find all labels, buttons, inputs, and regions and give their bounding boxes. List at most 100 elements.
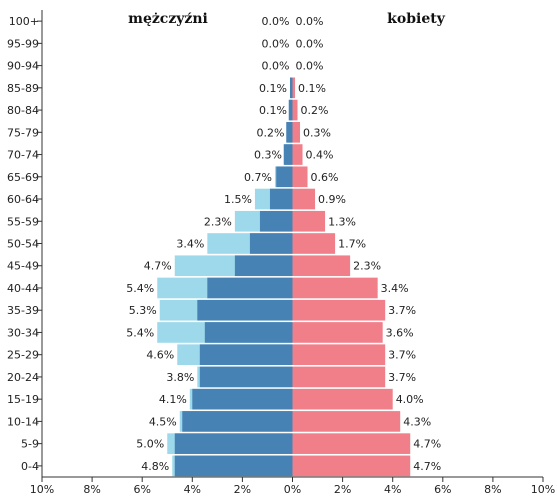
age-label-3: 85-89 (7, 82, 39, 95)
bar-left-s0-15 (199, 344, 293, 366)
value-label-men-14: 5.4% (126, 326, 154, 339)
x-tick-label-1: 8% (83, 483, 100, 496)
value-label-women-19: 4.7% (413, 438, 441, 451)
value-label-men-1: 0.0% (262, 37, 290, 50)
value-label-men-5: 0.2% (257, 126, 285, 139)
value-label-women-3: 0.1% (298, 82, 326, 95)
value-label-women-14: 3.6% (386, 326, 414, 339)
value-label-women-6: 0.4% (306, 149, 334, 162)
value-label-men-7: 0.7% (244, 171, 272, 184)
bars-layer (157, 77, 411, 477)
value-label-men-9: 2.3% (204, 215, 232, 228)
value-label-men-19: 5.0% (136, 438, 164, 451)
value-label-women-20: 4.7% (413, 460, 441, 473)
age-label-16: 20-24 (7, 371, 39, 384)
header-men: mężczyźni (128, 11, 208, 27)
value-label-men-10: 3.4% (176, 238, 204, 251)
value-label-women-2: 0.0% (296, 60, 324, 73)
age-label-17: 15-19 (7, 393, 39, 406)
age-label-9: 55-59 (7, 215, 39, 228)
age-label-19: 5-9 (21, 438, 39, 451)
age-label-18: 10-14 (7, 415, 39, 428)
value-label-women-1: 0.0% (296, 37, 324, 50)
value-label-men-18: 4.5% (149, 415, 177, 428)
value-label-men-0: 0.0% (262, 15, 290, 28)
value-label-men-20: 4.8% (141, 460, 169, 473)
bar-right-s2-18 (292, 411, 401, 432)
x-tick-label-4: 2% (234, 483, 251, 496)
bar-right-s2-8 (292, 188, 316, 210)
value-label-men-8: 1.5% (224, 193, 252, 206)
bar-left-s0-20 (174, 455, 293, 477)
bar-right-s2-14 (292, 322, 383, 343)
bar-left-s0-9 (259, 210, 293, 232)
value-label-women-12: 3.4% (381, 282, 409, 295)
bar-left-s0-8 (269, 188, 293, 210)
value-label-women-4: 0.2% (301, 104, 329, 117)
bar-left-s0-7 (276, 166, 293, 188)
value-label-men-17: 4.1% (159, 393, 187, 406)
age-label-0: 100+ (9, 15, 39, 28)
value-label-women-13: 3.7% (388, 304, 416, 317)
value-label-men-3: 0.1% (259, 82, 287, 95)
bar-left-s0-12 (207, 277, 293, 299)
bar-left-s0-10 (249, 233, 293, 254)
bar-left-s0-3 (289, 77, 293, 99)
value-label-men-2: 0.0% (262, 60, 290, 73)
bar-right-s2-11 (292, 255, 351, 277)
x-tick-label-0: 10% (30, 483, 54, 496)
value-label-women-10: 1.7% (338, 238, 366, 251)
header-women: kobiety (387, 11, 446, 27)
age-label-4: 80-84 (7, 104, 39, 117)
value-label-men-12: 5.4% (126, 282, 154, 295)
age-label-12: 40-44 (7, 282, 39, 295)
bar-right-s2-9 (292, 210, 326, 232)
value-label-women-9: 1.3% (328, 215, 356, 228)
age-label-2: 90-94 (7, 60, 39, 73)
x-tick-label-7: 4% (384, 483, 401, 496)
age-label-13: 35-39 (7, 304, 39, 317)
age-label-6: 70-74 (7, 149, 39, 162)
bar-left-s0-5 (286, 121, 293, 143)
value-label-men-6: 0.3% (254, 149, 282, 162)
bar-left-s0-11 (234, 255, 293, 277)
age-label-14: 30-34 (7, 326, 39, 339)
bar-right-s2-20 (292, 455, 411, 477)
labels-layer: 0.0% 0.0% 0.0% 0.0% 0.0% 0.0% 0.1% 0.1% 0.1% 0.2%… (126, 15, 441, 473)
bar-right-s2-6 (292, 144, 303, 165)
age-label-1: 95-99 (7, 37, 39, 50)
bar-right-s2-17 (292, 388, 393, 410)
value-label-women-7: 0.6% (311, 171, 339, 184)
value-label-men-15: 4.6% (146, 349, 174, 362)
age-label-8: 60-64 (7, 193, 39, 206)
value-label-women-5: 0.3% (303, 126, 331, 139)
value-label-women-8: 0.9% (318, 193, 346, 206)
value-label-men-11: 4.7% (144, 260, 172, 273)
age-label-10: 50-54 (7, 238, 39, 251)
bar-right-s2-13 (292, 299, 386, 321)
bar-left-s0-19 (174, 433, 293, 454)
bar-left-s0-13 (197, 299, 293, 321)
bar-right-s2-4 (292, 99, 298, 121)
value-label-men-16: 3.8% (166, 371, 194, 384)
bar-left-s0-14 (204, 322, 293, 343)
value-label-women-16: 3.7% (388, 371, 416, 384)
value-label-women-15: 3.7% (388, 349, 416, 362)
bar-left-s0-16 (199, 366, 293, 388)
age-label-7: 65-69 (7, 171, 39, 184)
bar-right-s2-5 (292, 121, 301, 143)
value-label-women-0: 0.0% (296, 15, 324, 28)
x-tick-label-5: 0% (284, 483, 301, 496)
bar-right-s2-16 (292, 366, 386, 388)
bar-left-s0-18 (182, 411, 293, 432)
value-label-women-17: 4.0% (396, 393, 424, 406)
axes-layer: 100+ 95-99 90-94 85-89 80-84 75-79 70-74 65-69 6… (7, 10, 555, 496)
bar-left-s0-4 (288, 99, 293, 121)
x-tick-label-6: 2% (334, 483, 351, 496)
x-tick-label-9: 8% (484, 483, 501, 496)
x-tick-label-8: 6% (434, 483, 451, 496)
bar-right-s2-7 (292, 166, 308, 188)
x-tick-label-10: 10% (531, 483, 555, 496)
bar-left-s0-17 (192, 388, 293, 410)
